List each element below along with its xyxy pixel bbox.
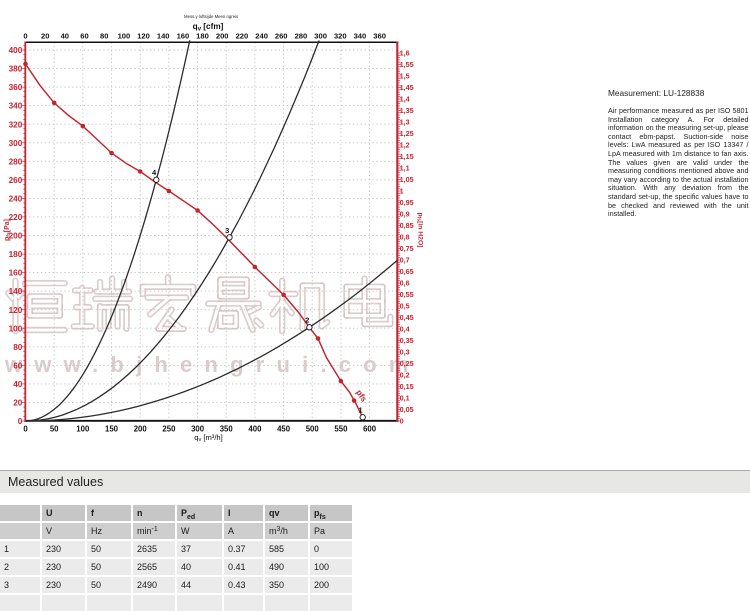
svg-text:0,55: 0,55	[400, 290, 414, 299]
svg-text:260: 260	[9, 176, 23, 185]
svg-text:1: 1	[400, 187, 404, 196]
svg-text:320: 320	[334, 31, 347, 40]
svg-text:240: 240	[9, 195, 23, 204]
svg-text:pfs[in H2O]: pfs[in H2O]	[415, 212, 423, 247]
svg-text:140: 140	[157, 31, 170, 40]
svg-text:0,9: 0,9	[400, 210, 410, 219]
svg-text:150: 150	[105, 425, 119, 434]
svg-text:340: 340	[354, 31, 367, 40]
svg-text:320: 320	[9, 120, 23, 129]
svg-text:1: 1	[358, 406, 363, 415]
svg-text:60: 60	[13, 362, 23, 371]
svg-text:100: 100	[9, 324, 23, 333]
svg-text:0,25: 0,25	[400, 359, 414, 368]
svg-text:2: 2	[305, 316, 309, 325]
svg-text:120: 120	[9, 306, 23, 315]
svg-text:0,75: 0,75	[400, 244, 414, 253]
svg-text:20: 20	[41, 31, 49, 40]
svg-text:0,7: 0,7	[400, 256, 410, 265]
svg-text:1,05: 1,05	[400, 175, 414, 184]
svg-text:400: 400	[9, 46, 23, 55]
svg-text:280: 280	[295, 31, 308, 40]
svg-text:40: 40	[61, 31, 69, 40]
svg-text:280: 280	[9, 157, 23, 166]
svg-text:160: 160	[9, 269, 23, 278]
svg-text:1,15: 1,15	[400, 152, 414, 161]
svg-text:1,4: 1,4	[400, 95, 410, 104]
svg-text:300: 300	[9, 139, 23, 148]
svg-text:220: 220	[236, 31, 249, 40]
svg-text:60: 60	[80, 31, 88, 40]
svg-text:0,3: 0,3	[400, 348, 410, 357]
svg-text:1,45: 1,45	[400, 83, 414, 92]
svg-text:200: 200	[216, 31, 229, 40]
svg-text:200: 200	[9, 232, 23, 241]
svg-text:1,35: 1,35	[400, 106, 414, 115]
svg-text:Mess.y luftsijde Meen.ngreis: Mess.y luftsijde Meen.ngreis	[184, 14, 238, 19]
svg-text:300: 300	[314, 31, 327, 40]
svg-text:0,05: 0,05	[400, 405, 414, 414]
svg-text:4: 4	[152, 168, 157, 177]
svg-text:550: 550	[334, 425, 348, 434]
svg-text:0,45: 0,45	[400, 313, 414, 322]
svg-text:80: 80	[13, 343, 23, 352]
svg-text:160: 160	[177, 31, 190, 40]
svg-text:240: 240	[255, 31, 268, 40]
svg-text:0,85: 0,85	[400, 221, 414, 230]
svg-text:1,5: 1,5	[400, 72, 410, 81]
svg-text:0: 0	[23, 425, 28, 434]
svg-text:40: 40	[13, 380, 23, 389]
svg-text:340: 340	[9, 102, 23, 111]
svg-text:600: 600	[363, 425, 377, 434]
svg-text:100: 100	[118, 31, 131, 40]
svg-text:pfs: pfs	[354, 388, 368, 404]
svg-text:pfs[Pa]: pfs[Pa]	[4, 219, 12, 241]
svg-text:450: 450	[277, 425, 291, 434]
svg-text:1,25: 1,25	[400, 129, 414, 138]
svg-text:0,6: 0,6	[400, 279, 410, 288]
svg-text:1,6: 1,6	[400, 49, 410, 58]
svg-text:0: 0	[18, 417, 23, 426]
svg-text:qv [cfm]: qv [cfm]	[193, 22, 224, 33]
svg-text:350: 350	[220, 425, 234, 434]
svg-text:0,35: 0,35	[400, 336, 414, 345]
svg-text:500: 500	[306, 425, 320, 434]
svg-text:100: 100	[76, 425, 90, 434]
svg-text:0,15: 0,15	[400, 382, 414, 391]
svg-text:3: 3	[225, 226, 229, 235]
svg-text:360: 360	[373, 31, 386, 40]
svg-text:300: 300	[191, 425, 205, 434]
svg-text:380: 380	[9, 65, 23, 74]
svg-text:180: 180	[9, 250, 23, 259]
svg-text:qv [m³/h]: qv [m³/h]	[194, 433, 223, 443]
svg-text:220: 220	[9, 213, 23, 222]
svg-text:0,5: 0,5	[400, 302, 410, 311]
svg-text:0: 0	[23, 31, 27, 40]
svg-text:0,95: 0,95	[400, 198, 414, 207]
svg-text:1,2: 1,2	[400, 141, 410, 150]
svg-text:260: 260	[275, 31, 288, 40]
svg-text:120: 120	[137, 31, 150, 40]
svg-text:180: 180	[196, 31, 209, 40]
svg-text:0,8: 0,8	[400, 233, 410, 242]
svg-text:1,55: 1,55	[400, 60, 414, 69]
svg-text:50: 50	[50, 425, 59, 434]
svg-text:200: 200	[134, 425, 148, 434]
svg-text:1,3: 1,3	[400, 118, 410, 127]
svg-text:140: 140	[9, 287, 23, 296]
svg-text:1,1: 1,1	[400, 164, 410, 173]
svg-text:0,4: 0,4	[400, 325, 410, 334]
svg-text:250: 250	[162, 425, 176, 434]
svg-text:0,2: 0,2	[400, 371, 410, 380]
svg-text:0: 0	[400, 417, 404, 426]
svg-text:400: 400	[248, 425, 262, 434]
svg-text:0,1: 0,1	[400, 394, 410, 403]
svg-text:0,65: 0,65	[400, 267, 414, 276]
svg-text:80: 80	[100, 31, 108, 40]
svg-text:360: 360	[9, 83, 23, 92]
svg-text:20: 20	[13, 399, 23, 408]
